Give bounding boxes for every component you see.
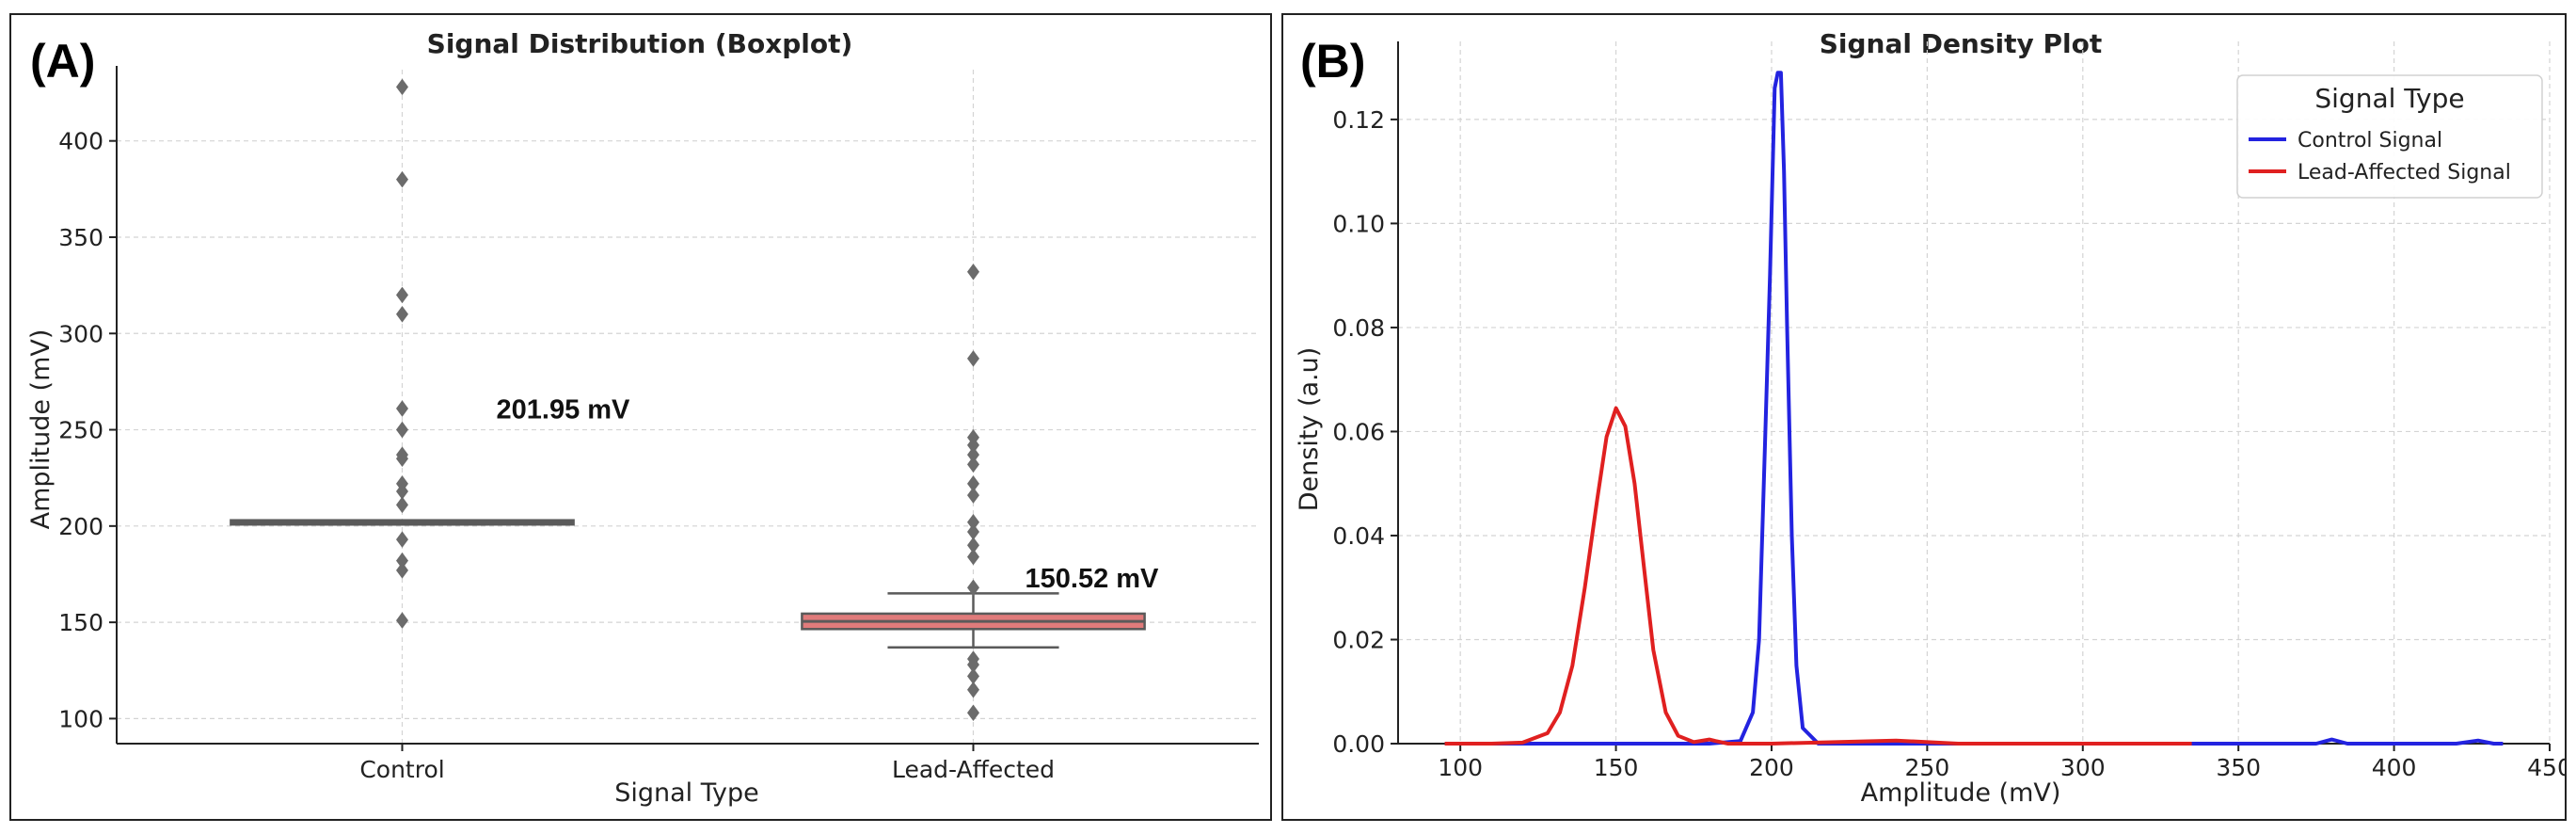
panel-label-a: (A) [30, 35, 95, 88]
density-x-tick-label: 400 [2372, 754, 2417, 781]
boxplot-outlier-point [396, 496, 408, 514]
density-y-tick-label: 0.10 [1332, 210, 1385, 237]
boxplot-outlier-point [967, 487, 979, 504]
density-x-tick-label: 300 [2060, 754, 2106, 781]
density-x-tick-label: 150 [1594, 754, 1639, 781]
density-y-tick-label: 0.00 [1332, 730, 1385, 758]
density-y-tick-label: 0.12 [1332, 106, 1385, 134]
boxplot-x-tick-label: Control [359, 756, 444, 783]
boxplot-outlier-point [967, 264, 979, 281]
density-x-tick-label: 350 [2216, 754, 2261, 781]
boxplot-y-tick-label: 350 [58, 224, 103, 251]
boxplot-x-axis-label: Signal Type [614, 778, 759, 808]
density-y-tick-label: 0.06 [1332, 418, 1385, 445]
boxplot-y-tick-label: 150 [58, 609, 103, 636]
boxplot-plot-area: 100 150 200 250 300 350 400 Control Lead-Affecte… [58, 66, 1259, 783]
boxplot-x-tick-label: Lead-Affected [892, 756, 1055, 783]
density-x-tick-label: 100 [1438, 754, 1483, 781]
density-legend-item: Lead-Affected Signal [2298, 161, 2511, 184]
density-x-axis-label: Amplitude (mV) [1861, 778, 2061, 808]
boxplot-outlier-point [396, 286, 408, 304]
boxplot-outlier-point [396, 450, 408, 468]
boxplot-outlier-point [396, 483, 408, 500]
boxplot-title: Signal Distribution (Boxplot) [427, 28, 853, 59]
panel-label-b: (B) [1300, 35, 1365, 88]
boxplot-outlier-point [396, 170, 408, 188]
density-chart: (B) Signal Density Plot 0.00 0.02 0.04 0.06… [1295, 28, 2565, 808]
panel-a-boxplot: (A) Signal Distribution (Boxplot) 100 150… [9, 13, 1272, 821]
boxplot-mean-annotation: 150.52 mV [1026, 564, 1160, 594]
boxplot-outlier-point [967, 350, 979, 367]
boxplot-y-tick-label: 400 [58, 128, 103, 155]
density-y-tick-label: 0.08 [1332, 314, 1385, 342]
boxplot-outlier-point [967, 579, 979, 597]
panel-b-density: (B) Signal Density Plot 0.00 0.02 0.04 0.06… [1281, 13, 2567, 821]
density-x-tick-label: 250 [1905, 754, 1950, 781]
boxplot-outlier-point [967, 446, 979, 463]
boxplot-outlier-point [396, 421, 408, 439]
boxplot-outlier-point [967, 681, 979, 698]
boxplot-outlier-point [967, 667, 979, 685]
density-title: Signal Density Plot [1820, 28, 2103, 59]
boxplot-outlier-point [967, 475, 979, 492]
boxplot-outlier-point [967, 456, 979, 473]
density-line-lead-affected-signal [1444, 406, 2192, 746]
boxplot-outlier-point [967, 704, 979, 722]
boxplot-chart: (A) Signal Distribution (Boxplot) 100 150… [26, 28, 1259, 808]
boxplot-outlier-point [967, 437, 979, 454]
boxplot-y-axis-label: Amplitude (mV) [26, 329, 56, 530]
boxplot-outlier-point [967, 537, 979, 554]
boxplot-outlier-point [396, 562, 408, 579]
density-y-axis-label: Density (a.u) [1295, 347, 1324, 512]
boxplot-y-tick-label: 300 [58, 320, 103, 347]
density-x-tick-label: 450 [2527, 754, 2565, 781]
density-y-tick-label: 0.04 [1332, 522, 1385, 550]
boxplot-outlier-point [396, 552, 408, 569]
density-y-tick-label: 0.02 [1332, 626, 1385, 653]
density-legend: Signal Type Control Signal Lead-Affected S… [2236, 74, 2543, 199]
density-legend-title: Signal Type [2314, 83, 2464, 114]
density-line-control-signal [1444, 71, 2504, 746]
boxplot-outlier-point [967, 548, 979, 566]
boxplot-y-tick-label: 100 [58, 705, 103, 732]
boxplot-outlier-point [396, 612, 408, 629]
boxplot-outlier-point [396, 400, 408, 417]
boxplot-y-tick-label: 250 [58, 417, 103, 444]
boxplot-mean-annotation: 201.95 mV [497, 395, 631, 425]
density-plot-area: 0.00 0.02 0.04 0.06 0.08 0.10 0.12 100 150 200 250… [1332, 41, 2565, 781]
boxplot-outlier-point [396, 306, 408, 323]
boxplot-outlier-point [967, 523, 979, 540]
density-x-tick-label: 200 [1749, 754, 1794, 781]
density-legend-item: Control Signal [2298, 129, 2442, 152]
boxplot-outlier-point [396, 531, 408, 548]
density-legend-frame [2236, 74, 2543, 199]
boxplot-outlier-point [967, 656, 979, 673]
boxplot-outlier-point [396, 78, 408, 96]
boxplot-y-tick-label: 200 [58, 513, 103, 540]
boxplot-outlier-point [967, 513, 979, 531]
